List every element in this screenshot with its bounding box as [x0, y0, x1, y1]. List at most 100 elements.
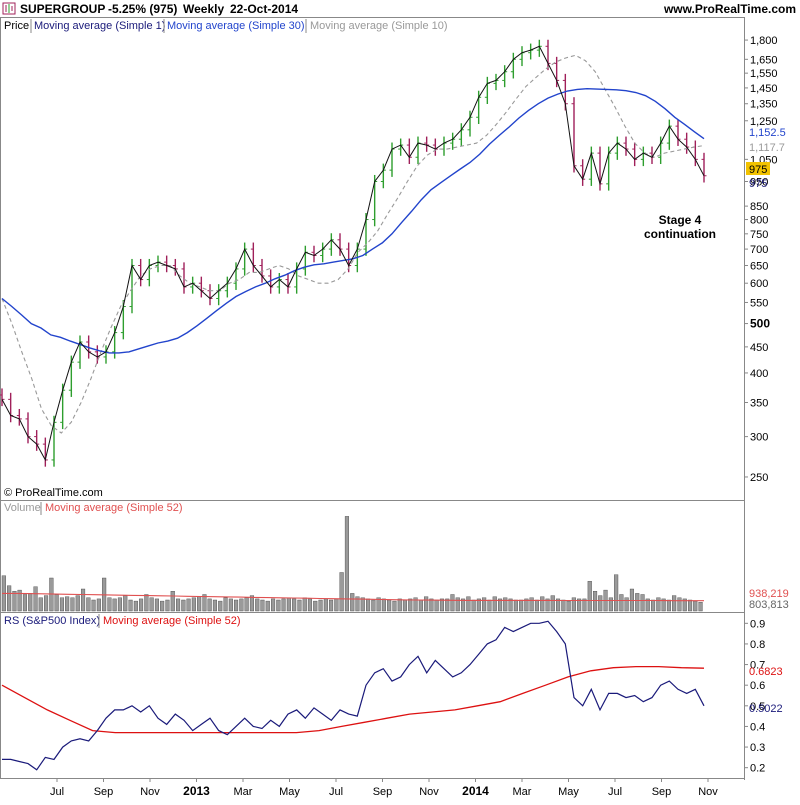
price-tick-label: 600: [750, 278, 768, 290]
rs-tick-label: 0.4: [750, 721, 765, 733]
volume-bar: [513, 599, 518, 612]
volume-bar: [133, 600, 138, 612]
x-tick-label: 2014: [462, 784, 489, 798]
price-tick-label: 1,250: [750, 116, 778, 128]
volume-bar: [397, 598, 402, 612]
rs-tick-label: 0.9: [750, 618, 765, 630]
x-tick-label: Nov: [698, 786, 718, 798]
volume-bar: [149, 597, 154, 612]
volume-bar: [17, 589, 22, 612]
volume-bar: [387, 599, 392, 612]
volume-bar: [482, 597, 487, 612]
price-tick-label: 500: [750, 317, 770, 331]
price-value: 975: [749, 178, 767, 190]
rs-tick-label: 0.5: [750, 701, 765, 713]
legend-volume-ma: Moving average (Simple 52): [45, 502, 183, 514]
header-period: Weekly: [183, 2, 224, 16]
volume-bar: [218, 600, 223, 612]
price-tick-label: 800: [750, 215, 768, 227]
volume-bar: [138, 598, 144, 612]
volume-bar: [445, 598, 450, 612]
volume-bar: [487, 599, 492, 612]
volume-bar: [508, 598, 513, 612]
volume-bar: [577, 598, 582, 612]
volume-bar: [233, 599, 239, 612]
volume-bar: [661, 598, 666, 612]
rs-ma-line: [1, 665, 705, 734]
volume-bar: [614, 574, 619, 612]
ma10-value: 1,117.7: [749, 142, 785, 154]
price-tick-label: 400: [750, 368, 768, 380]
volume-bar: [165, 599, 170, 612]
price-tick-label: 350: [750, 397, 768, 409]
volume-bar: [197, 596, 202, 612]
volume-bar: [260, 599, 265, 612]
volume-bar: [429, 598, 434, 612]
volume-bar: [571, 597, 576, 612]
x-tick-label: May: [279, 786, 300, 798]
rs-plot: [1, 620, 705, 771]
price-tick-label: 450: [750, 342, 768, 354]
volume-bar: [529, 597, 534, 612]
volume-bar: [302, 597, 307, 612]
volume-bar: [376, 597, 381, 612]
volume-bar: [693, 600, 698, 612]
volume-bar: [239, 598, 244, 612]
volume-bar: [44, 595, 49, 612]
volume-bar: [619, 594, 624, 612]
volume-bar: [191, 597, 196, 612]
volume-bar: [666, 599, 671, 612]
volume-plot: [1, 516, 704, 612]
volume-bar: [350, 593, 355, 612]
x-tick-label: Sep: [94, 786, 114, 798]
x-tick-label: May: [558, 786, 579, 798]
volume-bar: [318, 599, 323, 612]
rs-tick-label: 0.7: [750, 660, 765, 672]
ma30-line: [1, 87, 705, 354]
volume-bar: [313, 600, 318, 612]
volume-bar: [366, 598, 371, 612]
annotation-line1: Stage 4: [659, 213, 702, 227]
volume-bar: [91, 599, 96, 612]
rs-ma-value: 0.6823: [749, 666, 783, 678]
volume-bar: [212, 599, 218, 612]
axes: 1,8001,6501,5501,4501,3501,2501,05095085…: [50, 35, 789, 798]
volume-bar: [33, 586, 38, 612]
volume-bar: [334, 598, 339, 612]
volume-bar: [244, 597, 249, 612]
volume-bar: [640, 594, 645, 612]
volume-bar: [265, 600, 270, 612]
volume-bar: [202, 594, 207, 612]
volume-ma-line: [2, 592, 704, 602]
volume-bar: [545, 598, 550, 612]
header-site[interactable]: www.ProRealTime.com: [663, 2, 796, 16]
annotation-line2: continuation: [644, 227, 716, 241]
volume-bar: [175, 598, 181, 612]
volume-bar: [344, 516, 350, 612]
rs-value: 0.5022: [749, 703, 783, 715]
volume-bar: [540, 596, 545, 612]
x-tick-label: Nov: [419, 786, 439, 798]
price-tick-label: 1,650: [750, 54, 778, 66]
price-tick-label: 650: [750, 260, 768, 272]
volume-bar: [255, 598, 260, 612]
volume-ma-value: 938,219: [749, 588, 789, 600]
price-tick-label: 1,350: [750, 99, 778, 111]
price-tick-label: 950: [750, 177, 768, 189]
volume-bar: [434, 599, 439, 612]
price-legend: Price Moving average (Simple 1) Moving a…: [4, 19, 448, 33]
volume-bar: [223, 597, 228, 612]
volume-bar: [160, 600, 165, 612]
volume-bar: [651, 599, 656, 612]
legend-rs: RS (S&P500 Index): [4, 615, 100, 627]
volume-bar: [360, 597, 365, 612]
volume-bar: [249, 595, 255, 612]
price-tick-label: 250: [750, 472, 768, 484]
volume-legend: Volume Moving average (Simple 52): [4, 502, 183, 515]
volume-bar: [65, 596, 70, 612]
ma1-line: [1, 45, 705, 462]
rs-tick-label: 0.2: [750, 763, 765, 775]
volume-bar: [112, 598, 117, 612]
